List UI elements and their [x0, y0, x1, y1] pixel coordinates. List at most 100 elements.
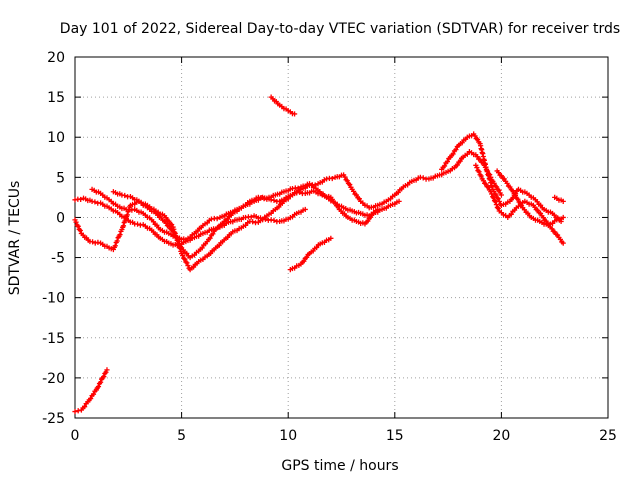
data-point: [395, 189, 401, 196]
data-point: [78, 196, 84, 203]
data-point: [88, 396, 94, 402]
data-point: [304, 254, 310, 260]
data-point: [498, 192, 504, 198]
data-point: [271, 217, 277, 223]
data-point: [387, 196, 394, 202]
y-tick-label: 0: [56, 210, 65, 226]
data-point: [187, 234, 193, 240]
data-point: [492, 199, 499, 205]
data-point: [117, 232, 123, 238]
data-point: [181, 255, 187, 261]
data-point: [295, 185, 301, 191]
data-point: [484, 168, 490, 175]
data-point: [489, 191, 495, 197]
data-point: [126, 206, 132, 213]
data-point: [329, 175, 335, 182]
data-series: [72, 94, 566, 415]
data-point: [474, 164, 480, 171]
series-line: [91, 188, 400, 241]
data-point: [216, 224, 222, 230]
data-point: [73, 219, 79, 225]
y-tick-label: -15: [42, 331, 65, 347]
data-point: [199, 245, 205, 251]
y-tick-label: 20: [47, 50, 65, 66]
data-point: [441, 163, 448, 169]
data-point: [347, 181, 353, 188]
data-point: [507, 184, 513, 190]
data-point: [190, 264, 197, 270]
data-point: [242, 222, 249, 228]
data-point: [474, 136, 481, 143]
data-point: [81, 404, 88, 410]
data-point: [487, 177, 493, 183]
series-arc-j: [494, 168, 566, 229]
data-point: [114, 238, 120, 244]
data-point: [328, 235, 334, 241]
data-point: [174, 237, 180, 243]
data-point: [350, 188, 357, 194]
data-point: [488, 180, 494, 186]
data-point: [191, 252, 197, 258]
data-point: [248, 214, 254, 220]
x-tick-label: 0: [71, 428, 80, 444]
data-point: [184, 250, 190, 256]
data-point: [104, 367, 110, 373]
data-point: [560, 240, 566, 246]
data-point: [268, 210, 274, 216]
data-point: [302, 206, 308, 213]
data-point: [154, 222, 160, 228]
x-axis-label: GPS time / hours: [281, 458, 398, 474]
data-point: [225, 216, 231, 222]
data-point: [508, 211, 514, 217]
data-point: [496, 187, 502, 193]
data-point: [184, 260, 190, 266]
data-point: [291, 111, 298, 117]
data-point: [185, 262, 191, 269]
data-point: [478, 173, 484, 179]
series-arc-f: [268, 94, 298, 117]
data-point: [560, 198, 566, 204]
data-point: [504, 180, 510, 186]
data-point: [353, 192, 360, 198]
data-point: [122, 192, 128, 199]
data-point: [150, 219, 157, 225]
data-point: [173, 234, 179, 241]
data-point: [176, 241, 183, 247]
data-point: [180, 252, 186, 259]
y-tick-label: -10: [42, 291, 65, 307]
x-tick-label: 10: [279, 428, 297, 444]
series-arc-c: [72, 195, 308, 249]
data-point: [459, 140, 465, 146]
data-point: [314, 244, 320, 251]
data-point: [112, 243, 118, 249]
data-point: [538, 202, 544, 208]
data-point: [495, 205, 501, 212]
series-arc-k: [552, 194, 566, 204]
data-point: [450, 151, 456, 157]
data-point: [89, 239, 96, 245]
data-point: [195, 228, 201, 234]
y-tick-label: 15: [47, 90, 65, 106]
data-point: [560, 214, 566, 221]
x-tick-label: 20: [492, 428, 510, 444]
data-point: [344, 178, 350, 184]
data-point: [271, 197, 277, 203]
data-point: [250, 219, 256, 225]
data-point: [207, 250, 214, 257]
x-tick-label: 25: [599, 428, 617, 444]
y-tick-label: -20: [42, 371, 65, 387]
data-point: [95, 384, 102, 390]
x-tick-label: 5: [177, 428, 186, 444]
data-point: [225, 234, 231, 240]
data-point: [365, 218, 371, 224]
data-point: [493, 202, 500, 208]
data-point: [171, 231, 177, 237]
data-point: [180, 247, 186, 253]
data-point: [512, 192, 519, 199]
data-point: [510, 188, 516, 194]
data-point: [120, 223, 127, 229]
data-point: [515, 196, 521, 202]
data-point: [296, 189, 303, 195]
x-tick-label: 15: [386, 428, 404, 444]
